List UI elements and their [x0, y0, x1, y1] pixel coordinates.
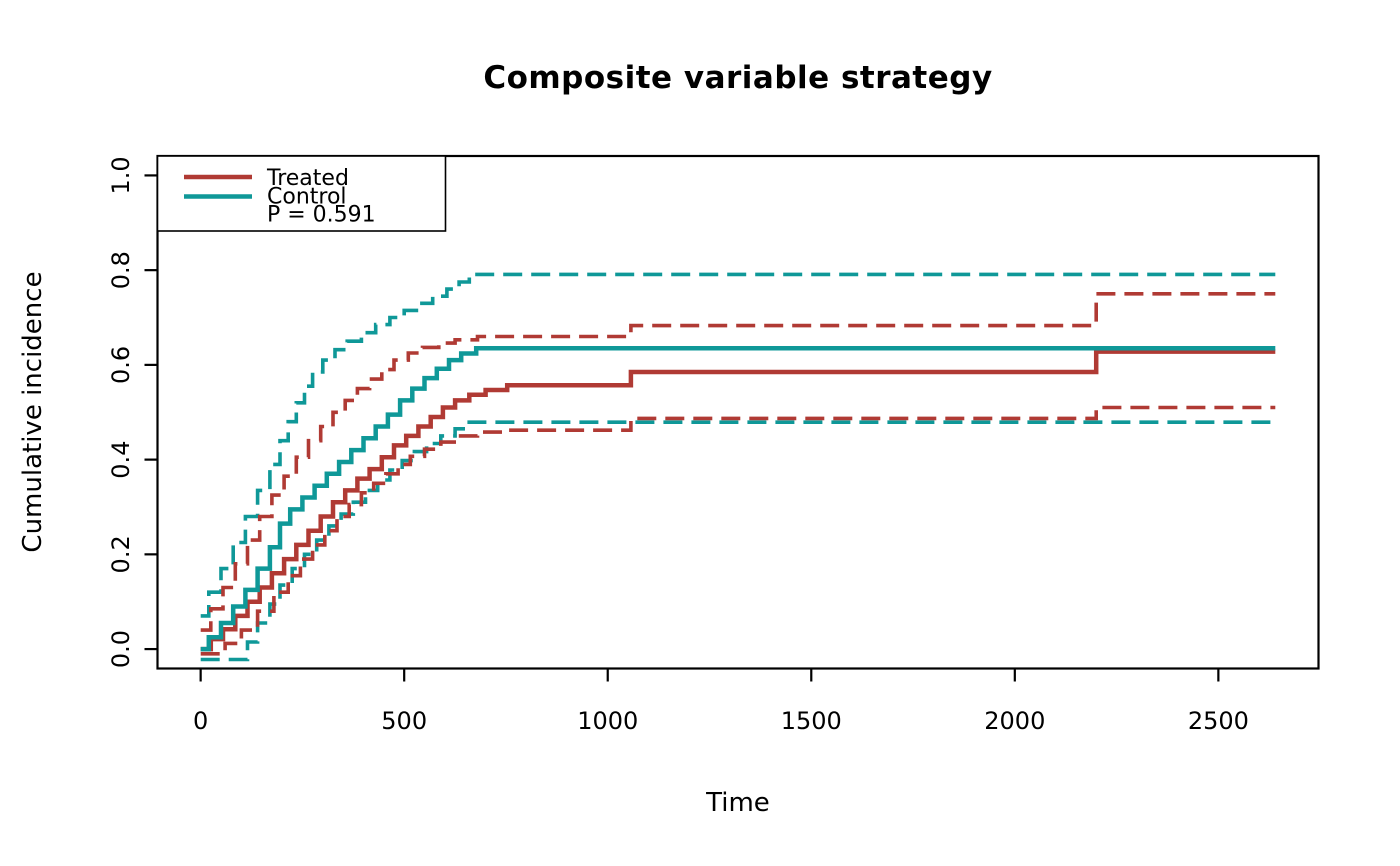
series-control [200, 346, 1276, 652]
series-control-upper-95-ci [200, 272, 1276, 618]
chart-title: Composite variable strategy [483, 60, 993, 96]
x-tick-label: 1000 [577, 707, 638, 735]
x-tick-label: 2000 [984, 707, 1045, 735]
legend-p-value: P = 0.591 [267, 203, 376, 228]
x-axis-label: Time [706, 788, 770, 818]
series-treated-lower-95-ci [200, 405, 1276, 656]
y-tick-label: 0.8 [107, 251, 135, 289]
y-tick-label: 0.6 [107, 346, 135, 384]
y-tick-label: 1.0 [107, 156, 135, 194]
legend-label-control: Control [267, 185, 347, 210]
x-tick-label: 0 [193, 707, 208, 735]
series-treated [200, 349, 1276, 652]
legend-label-treated: Treated [266, 166, 349, 191]
series-treated-upper-95-ci [200, 292, 1276, 632]
x-tick-label: 1500 [781, 707, 842, 735]
y-tick-label: 0.2 [107, 535, 135, 573]
series-control-lower-95-ci [200, 420, 1276, 662]
legend-box [156, 155, 447, 232]
y-tick-label: 0.0 [107, 630, 135, 668]
plot-frame [156, 154, 1320, 670]
x-tick-label: 500 [381, 707, 427, 735]
y-tick-label: 0.4 [107, 441, 135, 479]
x-tick-label: 2500 [1188, 707, 1249, 735]
